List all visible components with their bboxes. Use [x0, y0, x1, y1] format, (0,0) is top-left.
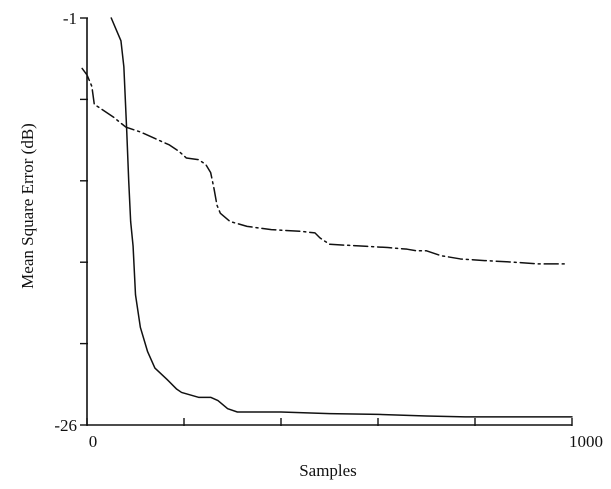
plot-lines	[81, 17, 573, 418]
x-axis-label: Samples	[299, 461, 357, 480]
x-tick-label: 1000	[569, 432, 603, 451]
y-axis-ticks	[80, 17, 88, 426]
series-line-solid	[110, 17, 573, 418]
y-tick-labels: -1 -26	[54, 9, 77, 435]
y-tick-label: -1	[63, 9, 77, 28]
x-tick-labels: 0 1000	[89, 432, 603, 451]
x-tick-label: 0	[89, 432, 98, 451]
x-axis-ticks	[86, 418, 573, 426]
series-line-dash-dot	[81, 67, 568, 265]
y-tick-label: -26	[54, 416, 77, 435]
y-axis-label: Mean Square Error (dB)	[18, 123, 37, 289]
